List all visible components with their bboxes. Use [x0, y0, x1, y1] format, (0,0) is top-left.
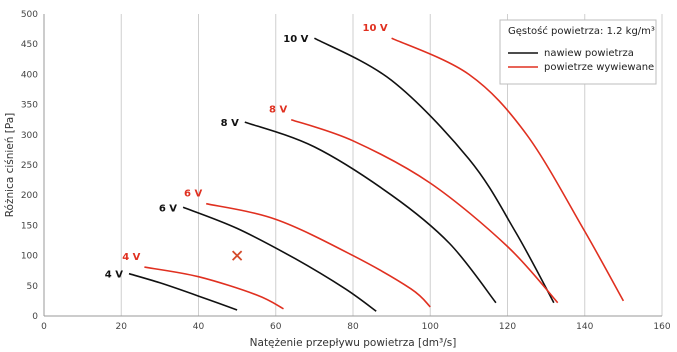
y-tick-label-8: 400 — [21, 70, 38, 80]
y-tick-label-4: 200 — [21, 191, 38, 201]
y-axis-label: Różnica ciśnień [Pa] — [4, 113, 16, 218]
x-tick-label-2: 40 — [193, 322, 205, 332]
axes — [43, 14, 662, 317]
series-line-exhaust-10v — [391, 37, 625, 302]
series-line-supply-6v — [182, 206, 377, 312]
annotations — [231, 250, 243, 261]
y-tick-labels: 0 50 100 150 200 250 300 350 400 450 500 — [21, 10, 38, 322]
series-label-supply-4v: 4 V — [105, 270, 123, 281]
cross-marker-0 — [231, 250, 243, 261]
legend-label-exhaust: powietrze wywiewane — [544, 62, 654, 73]
x-axis-label: Natężenie przepływu powietrza [dm³/s] — [250, 337, 457, 349]
legend: Gęstość powietrza: 1.2 kg/m³ nawiew powi… — [499, 19, 657, 85]
legend-title: Gęstość powietrza: 1.2 kg/m³ — [508, 25, 655, 37]
series-line-supply-10v — [314, 37, 555, 304]
y-tick-label-9: 450 — [21, 40, 38, 50]
y-tick-label-0: 0 — [32, 312, 38, 322]
series-label-supply-8v: 8 V — [221, 118, 239, 129]
series-label-exhaust-6v: 6 V — [184, 189, 202, 200]
x-tick-label-8: 160 — [653, 322, 670, 332]
x-tick-label-6: 120 — [499, 322, 516, 332]
y-tick-label-5: 250 — [21, 161, 38, 171]
x-tick-label-3: 60 — [270, 322, 282, 332]
y-tick-label-2: 100 — [21, 252, 38, 262]
legend-label-supply: nawiew powietrza — [544, 48, 634, 59]
x-tick-label-4: 80 — [347, 322, 359, 332]
legend-box — [499, 19, 657, 85]
series-lines — [128, 37, 625, 312]
series-line-exhaust-8v — [290, 118, 559, 304]
x-tick-labels: 0 20 40 60 80 100 120 140 160 — [41, 322, 671, 332]
x-tick-label-7: 140 — [576, 322, 593, 332]
x-tick-label-0: 0 — [41, 322, 47, 332]
series-label-exhaust-10v: 10 V — [362, 23, 387, 34]
y-tick-label-7: 350 — [21, 101, 38, 111]
series-label-exhaust-8v: 8 V — [269, 105, 287, 116]
cross-marker-stroke-b — [231, 250, 243, 261]
series-labels: 4 V 6 V 8 V 10 V 4 V 6 V 8 V 10 V — [105, 23, 388, 281]
x-tick-label-1: 20 — [116, 322, 128, 332]
y-tick-label-10: 500 — [21, 10, 38, 20]
x-tick-label-5: 100 — [422, 322, 439, 332]
series-line-supply-8v — [244, 121, 497, 304]
y-tick-label-3: 150 — [21, 221, 38, 231]
series-line-exhaust-4v — [144, 266, 284, 310]
series-label-supply-6v: 6 V — [159, 203, 177, 214]
series-line-exhaust-6v — [206, 202, 431, 308]
series-label-supply-10v: 10 V — [283, 34, 308, 45]
y-tick-label-1: 50 — [27, 282, 39, 292]
y-tick-label-6: 300 — [21, 131, 38, 141]
series-label-exhaust-4v: 4 V — [122, 252, 140, 263]
series-line-supply-4v — [128, 272, 238, 311]
